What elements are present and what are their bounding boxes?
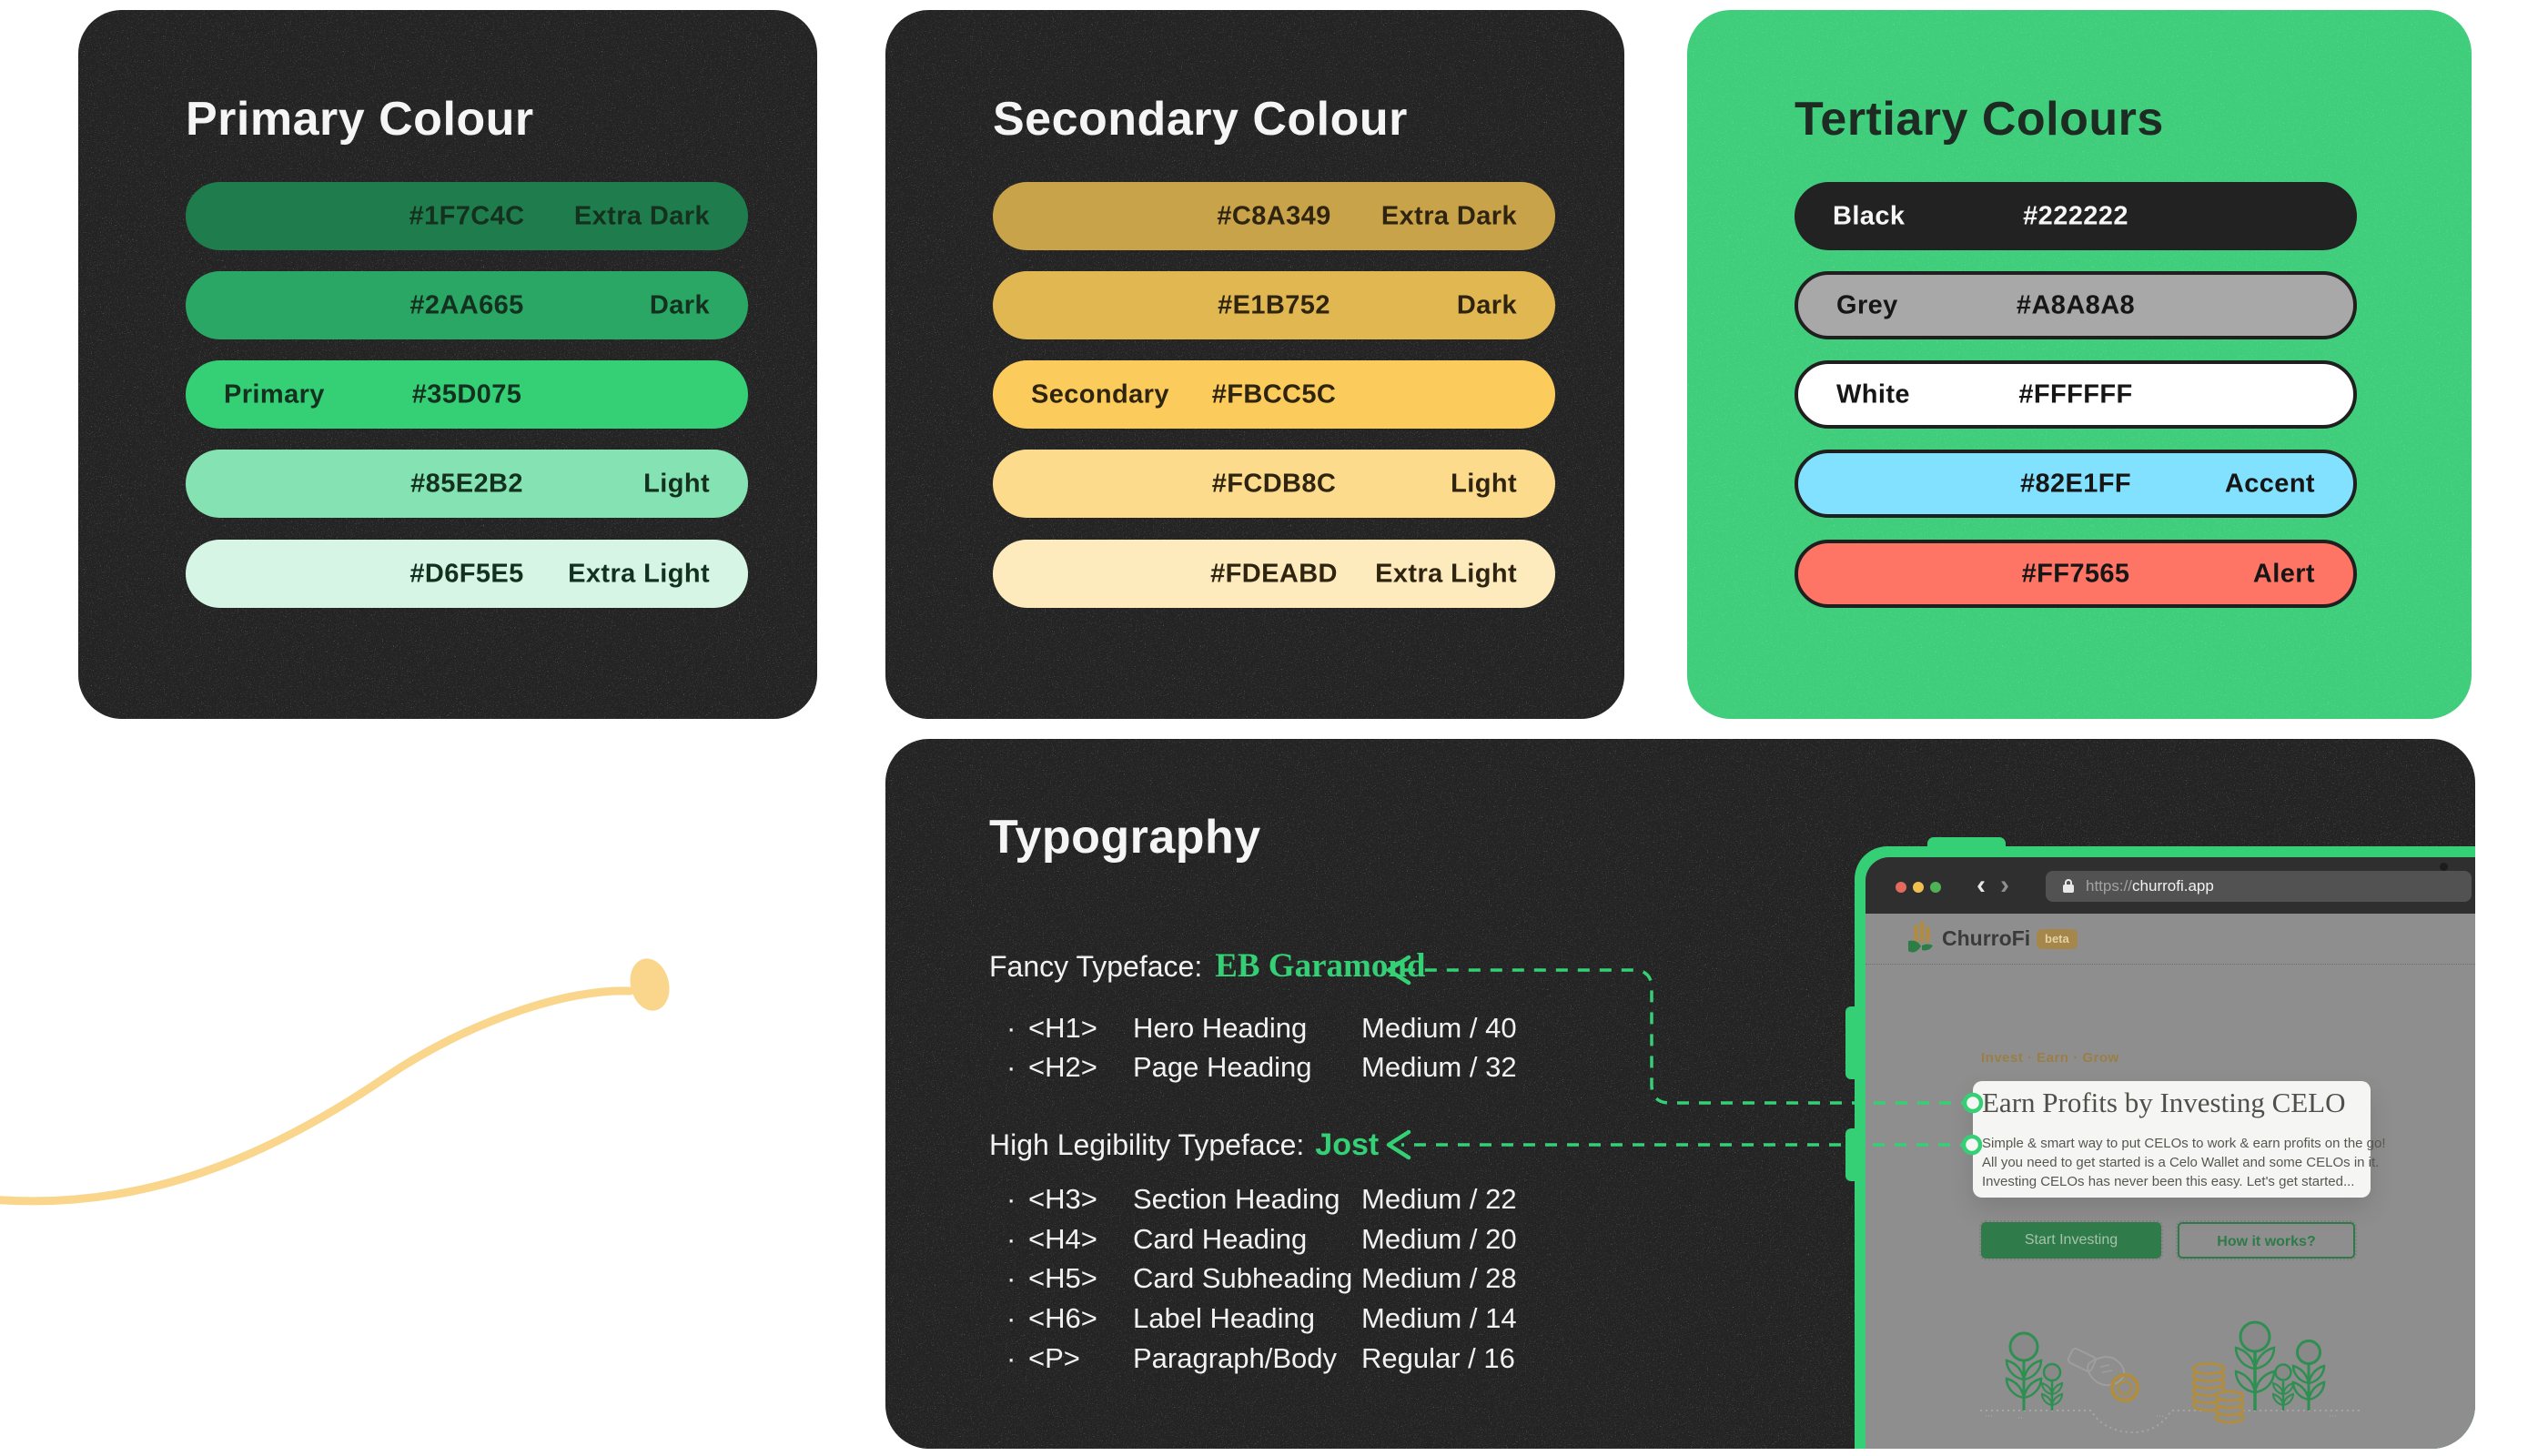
swatch-primary-dark: #2AA665 Dark [186, 271, 748, 339]
site-header: ChurroFi beta [1866, 914, 2475, 965]
primary-colour-card: Primary Colour #1F7C4C Extra Dark #2AA66… [78, 10, 817, 719]
swatch-tertiary-grey: Grey #A8A8A8 [1795, 271, 2357, 339]
swatch-primary-extra-light: #D6F5E5 Extra Light [186, 540, 748, 608]
swatch-secondary-extra-light: #FDEABD Extra Light [993, 540, 1555, 608]
fancy-typeface-value: EB Garamond [1215, 947, 1426, 985]
close-window-button[interactable] [1896, 882, 1906, 893]
swatch-secondary-main: Secondary #FBCC5C [993, 360, 1555, 429]
hero-paragraph: Simple & smart way to put CELOs to work … [1982, 1136, 2386, 1189]
brand-name[interactable]: ChurroFi [1942, 926, 2031, 950]
legibility-typeface-label: High Legibility Typeface: Jost [989, 1127, 1380, 1162]
bullet: · [1006, 1302, 1016, 1334]
back-button[interactable]: ‹ [1977, 870, 1986, 900]
swatch-tertiary-white: White #FFFFFF [1795, 360, 2357, 429]
laptop-side-button [1845, 1128, 1856, 1181]
laptop-mockup: ‹ › https://churrofi.app [1855, 846, 2475, 1449]
swatch-tertiary-accent: #82E1FF Accent [1795, 450, 2357, 518]
beta-badge: beta [2037, 929, 2078, 949]
minimize-window-button[interactable] [1913, 882, 1924, 893]
lock-icon [2063, 879, 2074, 893]
tertiary-card-title: Tertiary Colours [1795, 93, 2164, 146]
tagline: Invest · Earn · Grow [1981, 1050, 2119, 1066]
swatch-tertiary-black: Black #222222 [1795, 182, 2357, 250]
swatch-primary-main: Primary #35D075 [186, 360, 748, 429]
browser-chrome: ‹ › https://churrofi.app [1866, 857, 2475, 914]
curve-end-dot [630, 958, 670, 1011]
browser-window: ‹ › https://churrofi.app [1866, 857, 2475, 1449]
swatch-secondary-dark: #E1B752 Dark [993, 271, 1555, 339]
bullet: · [1006, 1012, 1016, 1044]
bullet: · [1006, 1051, 1016, 1083]
swatch-primary-extra-dark: #1F7C4C Extra Dark [186, 182, 748, 250]
hero-highlight-box: Earn Profits by Investing CELO Simple & … [1973, 1081, 2386, 1198]
url-bar[interactable]: https://churrofi.app [2046, 871, 2472, 902]
bullet: · [1006, 1262, 1016, 1294]
secondary-colour-card: Secondary Colour #C8A349 Extra Dark #E1B… [885, 10, 1624, 719]
swatch-tertiary-alert: #FF7565 Alert [1795, 540, 2357, 608]
legibility-typeface-value: Jost [1315, 1127, 1380, 1162]
primary-card-title: Primary Colour [186, 93, 534, 146]
camera-dot [2440, 863, 2448, 871]
forward-button[interactable]: › [2000, 870, 2009, 900]
typography-card: Typography Fancy Typeface: EB Garamond · … [885, 739, 2475, 1449]
swatch-secondary-extra-dark: #C8A349 Extra Dark [993, 182, 1555, 250]
how-it-works-button[interactable]: How it works? [2176, 1220, 2357, 1260]
swatch-secondary-light: #FCDB8C Light [993, 450, 1555, 518]
tertiary-colours-card: Tertiary Colours Black #222222 Grey #A8A… [1687, 10, 2472, 719]
bullet: · [1006, 1223, 1016, 1255]
secondary-card-title: Secondary Colour [993, 93, 1408, 146]
url-text: https://churrofi.app [2086, 877, 2214, 895]
bullet: · [1006, 1183, 1016, 1215]
swatch-primary-light: #85E2B2 Light [186, 450, 748, 518]
plants-and-coins-illustration [1980, 1320, 2362, 1434]
bullet: · [1006, 1342, 1016, 1374]
typography-card-title: Typography [989, 811, 1261, 864]
zoom-window-button[interactable] [1930, 882, 1941, 893]
fancy-typeface-label: Fancy Typeface: EB Garamond [989, 947, 1426, 985]
hero-heading: Earn Profits by Investing CELO [1982, 1087, 2346, 1118]
start-investing-button[interactable]: Start Investing [1979, 1220, 2163, 1260]
churrofi-logo-icon [1908, 921, 1933, 953]
